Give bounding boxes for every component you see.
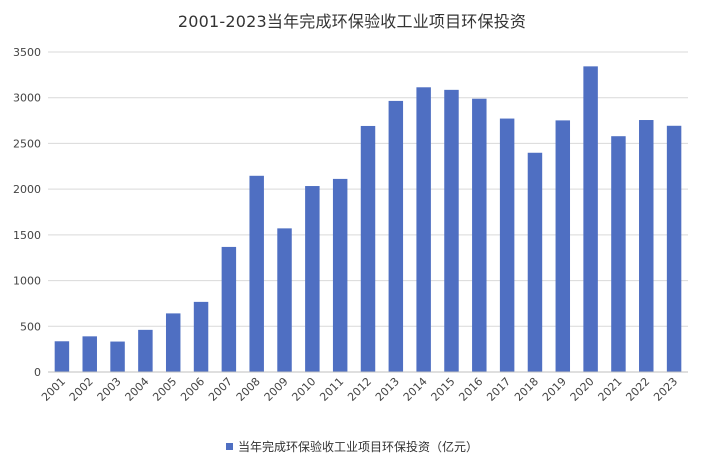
bar-2015 <box>444 89 459 372</box>
bar-2020 <box>583 66 598 373</box>
bar-2007 <box>221 246 237 372</box>
x-tick-label: 2006 <box>178 375 207 404</box>
x-tick-label: 2001 <box>39 375 68 404</box>
x-tick-label: 2021 <box>596 375 625 404</box>
bar-2018 <box>527 152 543 372</box>
bars <box>54 66 682 373</box>
bar-2022 <box>639 120 654 372</box>
y-axis-ticks: 0 500 1000 1500 2000 2500 3000 3500 <box>13 46 41 379</box>
y-tick-label: 2500 <box>13 137 41 150</box>
x-tick-label: 2015 <box>429 375 458 404</box>
x-tick-label: 2022 <box>623 375 652 404</box>
bar-2021 <box>611 136 626 372</box>
bar-2001 <box>54 341 70 372</box>
x-tick-label: 2019 <box>540 375 569 404</box>
x-tick-label: 2018 <box>512 375 541 404</box>
x-tick-label: 2020 <box>568 375 597 404</box>
bar-2023 <box>666 125 682 372</box>
bar-2010 <box>305 186 320 372</box>
x-tick-label: 2002 <box>67 375 96 404</box>
y-tick-label: 3000 <box>13 92 41 105</box>
x-tick-label: 2013 <box>373 375 402 404</box>
x-tick-label: 2008 <box>234 375 263 404</box>
bar-2009 <box>277 228 292 372</box>
x-tick-label: 2005 <box>150 375 179 404</box>
bar-2013 <box>388 100 404 373</box>
chart-title: 2001-2023当年完成环保验收工业项目环保投资 <box>177 12 527 31</box>
bar-2016 <box>472 98 487 372</box>
bar-2008 <box>249 175 264 372</box>
bar-2017 <box>499 118 515 372</box>
bar-2002 <box>82 336 97 372</box>
y-tick-label: 0 <box>34 366 41 379</box>
legend: 当年完成环保验收工业项目环保投资（亿元） <box>0 438 704 455</box>
y-tick-label: 3500 <box>13 46 41 59</box>
bar-2003 <box>110 341 125 372</box>
x-tick-label: 2007 <box>206 375 235 404</box>
y-tick-label: 2000 <box>13 183 41 196</box>
y-tick-label: 500 <box>20 320 41 333</box>
y-tick-label: 1500 <box>13 229 41 242</box>
bar-2005 <box>165 313 181 372</box>
bar-2012 <box>360 125 376 372</box>
bar-2006 <box>193 301 209 372</box>
x-tick-label: 2016 <box>456 375 485 404</box>
bar-2004 <box>138 329 153 372</box>
x-tick-label: 2003 <box>95 375 124 404</box>
x-tick-label: 2011 <box>317 375 346 404</box>
x-tick-label: 2004 <box>123 375 152 404</box>
x-tick-label: 2023 <box>651 375 680 404</box>
x-tick-label: 2017 <box>484 375 513 404</box>
bar-2014 <box>416 87 431 372</box>
legend-label: 当年完成环保验收工业项目环保投资（亿元） <box>237 440 478 454</box>
x-tick-label: 2009 <box>262 375 291 404</box>
x-axis-ticks: 2001200220032004200520062007200820092010… <box>39 375 680 404</box>
x-tick-label: 2014 <box>401 375 430 404</box>
x-tick-label: 2012 <box>345 375 374 404</box>
bar-2019 <box>555 120 571 372</box>
x-tick-label: 2010 <box>289 375 318 404</box>
bar-2011 <box>332 178 348 372</box>
legend-swatch <box>225 443 233 450</box>
y-tick-label: 1000 <box>13 275 41 288</box>
